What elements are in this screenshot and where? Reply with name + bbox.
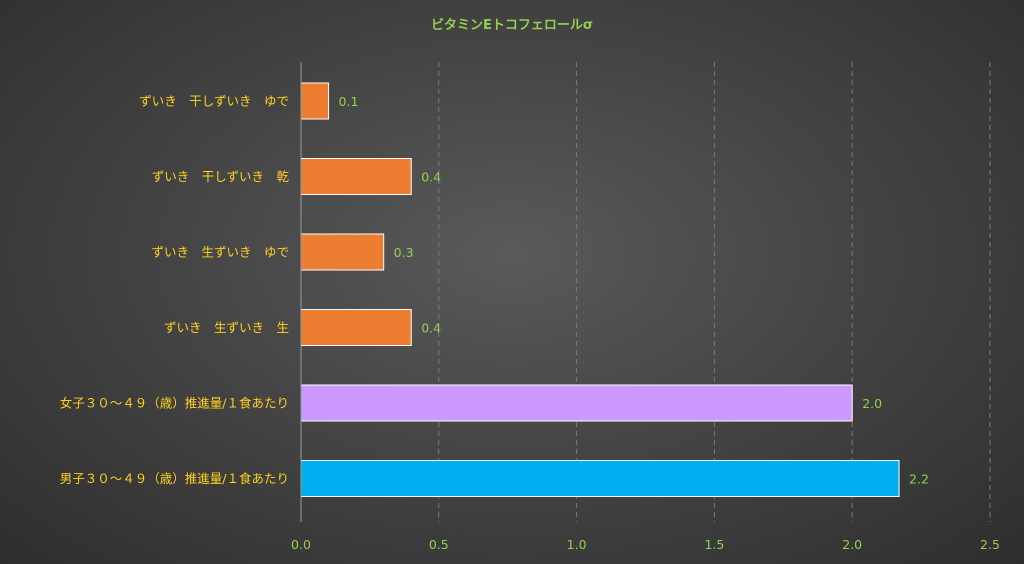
category-label: 男子３０～４９（歳）推進量/１食あたり	[60, 471, 289, 486]
data-label: 2.0	[862, 396, 882, 411]
chart-title: ビタミンEトコフェロールσ	[431, 17, 593, 33]
x-axis-ticks: 0.0 0.5 1.0 1.5 2.0 2.5	[291, 537, 1000, 552]
bar	[300, 158, 412, 195]
bar	[300, 82, 330, 120]
data-label: 0.3	[394, 245, 414, 260]
data-labels: 0.1 0.4 0.3 0.4 2.0 2.2	[339, 94, 929, 487]
bar	[300, 460, 900, 497]
data-label: 2.2	[909, 472, 929, 487]
x-tick-label: 0.5	[429, 537, 449, 552]
category-label: ずいき 干しずいき 乾	[152, 169, 290, 184]
category-label: ずいき 干しずいき ゆで	[139, 94, 289, 109]
category-label: ずいき 生ずいき ゆで	[151, 245, 289, 260]
gridlines	[438, 62, 991, 522]
x-tick-label: 0.0	[291, 537, 311, 552]
bar	[300, 384, 853, 422]
bar	[300, 233, 385, 271]
category-label: ずいき 生ずいき 生	[164, 320, 289, 335]
x-tick-label: 2.5	[980, 537, 1000, 552]
x-tick-label: 1.5	[704, 537, 724, 552]
data-label: 0.4	[421, 170, 441, 185]
x-tick-label: 2.0	[842, 537, 862, 552]
category-label: 女子３０～４９（歳）推進量/１食あたり	[60, 396, 289, 411]
bar	[300, 309, 412, 346]
x-tick-label: 1.0	[567, 537, 587, 552]
bars	[300, 82, 900, 497]
data-label: 0.1	[339, 94, 359, 109]
data-label: 0.4	[421, 321, 441, 336]
